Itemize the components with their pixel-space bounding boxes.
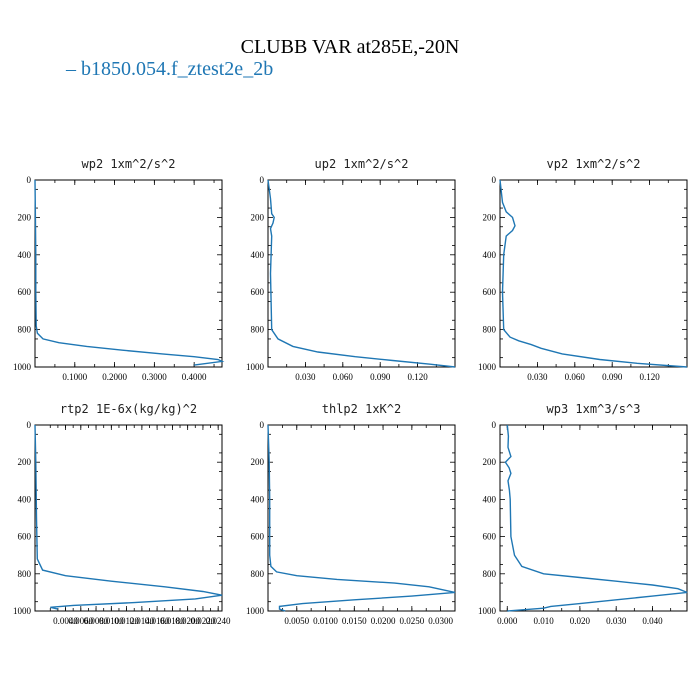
- y-tick-label: 600: [483, 287, 497, 297]
- x-tick-label: 0.0050: [284, 616, 309, 626]
- x-tick-label: 0.2000: [102, 372, 127, 382]
- y-tick-label: 1000: [13, 362, 32, 372]
- panel-title: rtp2 1E-6x(kg/kg)^2: [60, 402, 197, 416]
- x-tick-label: 0.030: [295, 372, 316, 382]
- y-tick-label: 0: [27, 420, 32, 430]
- x-tick-label: 0.0040: [53, 616, 78, 626]
- panel-frame: [499, 179, 688, 368]
- x-tick-label: 0.0160: [145, 616, 170, 626]
- x-tick-label: 0.060: [565, 372, 586, 382]
- y-tick-label: 600: [251, 532, 265, 542]
- x-tick-label: 0.060: [333, 372, 354, 382]
- x-tick-label: 0.120: [639, 372, 660, 382]
- x-tick-label: 0.4000: [182, 372, 207, 382]
- panel-title: wp2 1xm^2/s^2: [82, 157, 176, 171]
- y-tick-label: 200: [251, 457, 265, 467]
- panel-3: vp2 1xm^2/s^2 0 200 400 600 800 1000 0.030 0.060…: [478, 157, 688, 382]
- y-tick-label: 600: [18, 287, 32, 297]
- x-tick-label: 0.0300: [428, 616, 453, 626]
- y-tick-label: 0: [492, 175, 497, 185]
- y-tick-label: 800: [251, 569, 265, 579]
- panel-frame: [34, 424, 223, 612]
- x-tick-label: 0.1000: [62, 372, 87, 382]
- x-tick-label: 0.0060: [68, 616, 93, 626]
- x-tick-label: 0.090: [602, 372, 623, 382]
- series-line: [34, 179, 225, 366]
- y-tick-label: 800: [251, 325, 265, 335]
- y-tick-label: 800: [483, 569, 497, 579]
- x-tick-label: 0.3000: [142, 372, 167, 382]
- series-line: [267, 424, 456, 612]
- y-tick-label: 400: [483, 250, 497, 260]
- y-tick-label: 0: [260, 175, 265, 185]
- x-tick-label: 0.0150: [342, 616, 367, 626]
- x-tick-label: 0.0140: [129, 616, 154, 626]
- x-tick-label: 0.090: [370, 372, 391, 382]
- x-tick-label: 0.010: [533, 616, 554, 626]
- x-tick-label: 0.0200: [371, 616, 396, 626]
- series-line: [267, 179, 456, 368]
- figure-title: CLUBB VAR at285E,-20N: [240, 36, 460, 58]
- panel-title: thlp2 1xK^2: [322, 402, 401, 416]
- series-line: [504, 424, 688, 612]
- y-tick-label: 800: [483, 325, 497, 335]
- x-tick-label: 0.120: [407, 372, 428, 382]
- panel-2: up2 1xm^2/s^2 0 200 400 600 800 1000 0.030 0.060…: [246, 157, 456, 382]
- panel-frame: [267, 179, 456, 368]
- y-tick-label: 1000: [478, 362, 497, 372]
- y-tick-label: 200: [483, 457, 497, 467]
- y-tick-label: 200: [251, 212, 265, 222]
- y-tick-label: 1000: [246, 606, 265, 616]
- y-tick-label: 400: [483, 494, 497, 504]
- series-line: [34, 424, 223, 610]
- panel-title: wp3 1xm^3/s^3: [547, 402, 641, 416]
- y-tick-label: 800: [18, 569, 32, 579]
- x-tick-label: 0.0080: [84, 616, 109, 626]
- x-tick-label: 0.0220: [191, 616, 216, 626]
- panel-frame: [34, 179, 223, 368]
- legend-line-icon: –: [66, 58, 81, 80]
- y-tick-label: 800: [18, 325, 32, 335]
- y-tick-label: 200: [483, 212, 497, 222]
- panel-title: up2 1xm^2/s^2: [315, 157, 409, 171]
- x-tick-label: 0.000: [497, 616, 518, 626]
- x-tick-label: 0.0200: [175, 616, 200, 626]
- y-tick-label: 400: [251, 250, 265, 260]
- y-tick-label: 400: [18, 494, 32, 504]
- y-tick-label: 600: [251, 287, 265, 297]
- x-tick-label: 0.0120: [114, 616, 139, 626]
- x-tick-label: 0.0100: [313, 616, 338, 626]
- y-tick-label: 400: [18, 250, 32, 260]
- y-tick-label: 0: [27, 175, 32, 185]
- y-tick-label: 0: [260, 420, 265, 430]
- y-tick-label: 600: [483, 532, 497, 542]
- y-tick-label: 200: [18, 457, 32, 467]
- panel-5: thlp2 1xK^2 0 200 400 600 800 1000 0.0050 0.0100…: [246, 402, 456, 626]
- panel-4: rtp2 1E-6x(kg/kg)^2 0 200 400 600 800 1000 0.00…: [13, 402, 231, 626]
- x-tick-label: 0.0250: [399, 616, 424, 626]
- legend-entry: – b1850.054.f_ztest2e_2b: [66, 58, 273, 81]
- panel-frame: [267, 424, 456, 612]
- y-tick-label: 200: [18, 212, 32, 222]
- y-tick-label: 600: [18, 532, 32, 542]
- legend-label: b1850.054.f_ztest2e_2b: [81, 58, 274, 80]
- x-tick-label: 0.0240: [206, 616, 231, 626]
- x-tick-label: 0.040: [642, 616, 663, 626]
- x-tick-label: 0.030: [606, 616, 627, 626]
- x-tick-label: 0.0100: [99, 616, 124, 626]
- panel-title: vp2 1xm^2/s^2: [547, 157, 641, 171]
- panel-1: wp2 1xm^2/s^2 0 200 400 600 800 1000 0.1000 0.20…: [13, 157, 225, 382]
- x-tick-label: 0.0180: [160, 616, 185, 626]
- y-tick-label: 1000: [246, 362, 265, 372]
- panel-frame: [499, 424, 688, 612]
- y-tick-label: 1000: [13, 606, 32, 616]
- y-tick-label: 400: [251, 494, 265, 504]
- x-tick-label: 0.030: [527, 372, 548, 382]
- y-tick-label: 1000: [478, 606, 497, 616]
- x-tick-label: 0.020: [570, 616, 591, 626]
- y-tick-label: 0: [492, 420, 497, 430]
- series-line: [499, 179, 688, 368]
